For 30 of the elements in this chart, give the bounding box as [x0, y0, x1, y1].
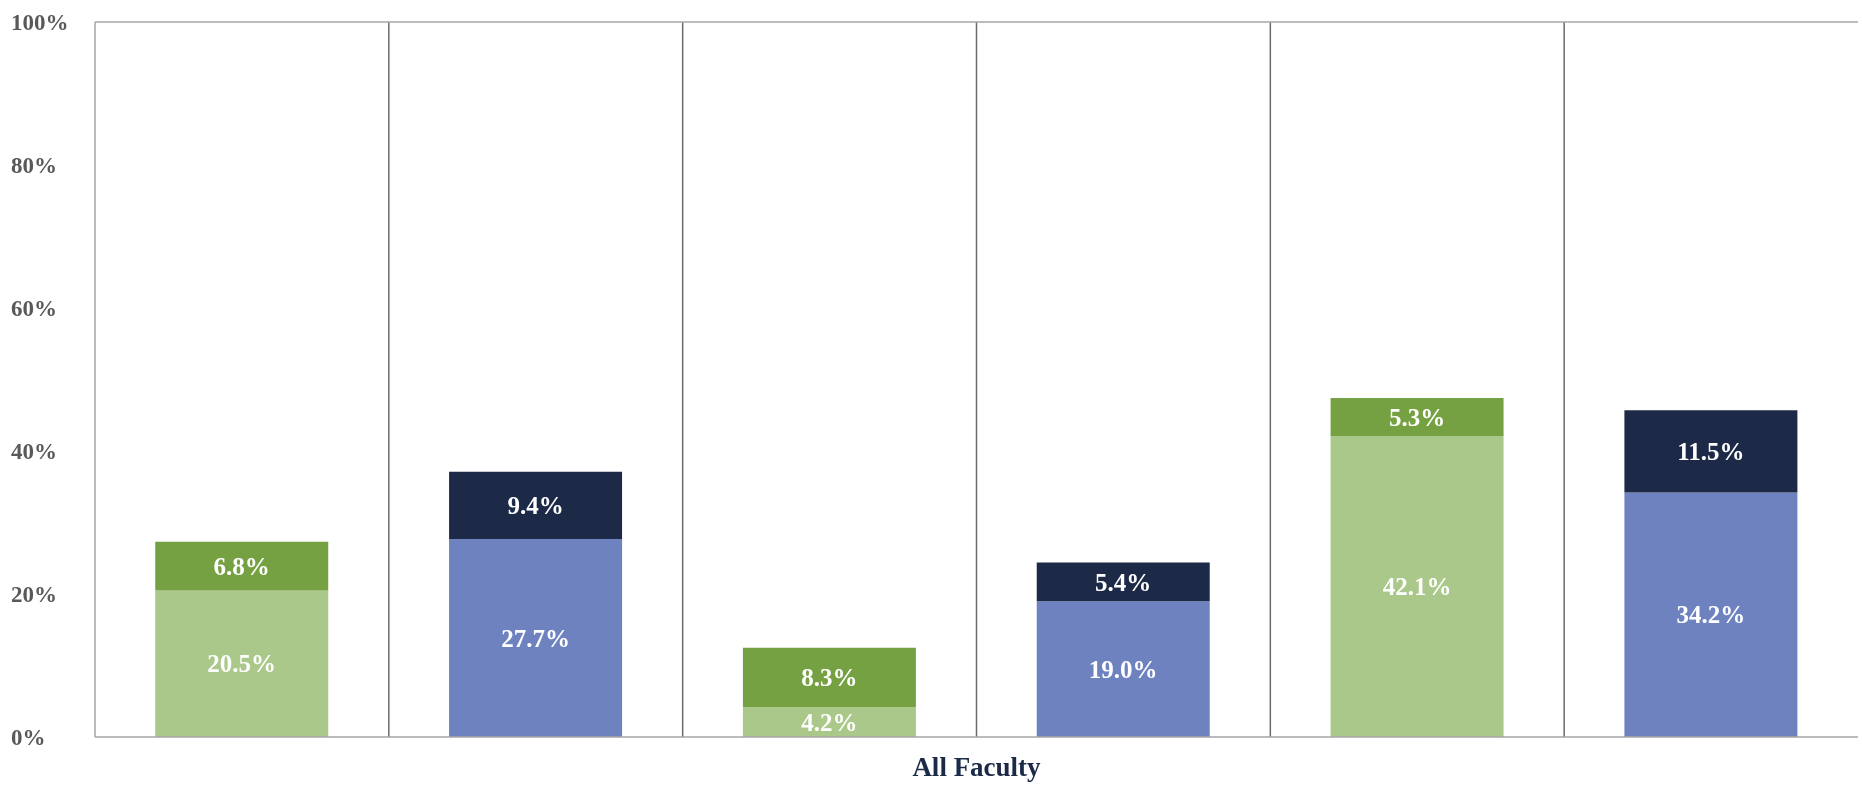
y-tick-label: 80%	[11, 153, 57, 179]
data-label: 27.7%	[501, 624, 570, 652]
y-tick-label: 60%	[11, 296, 57, 322]
data-label: 6.8%	[213, 552, 270, 580]
bar	[449, 538, 623, 737]
y-tick-label: 20%	[11, 582, 57, 608]
data-label: 20.5%	[207, 650, 277, 678]
bar	[1330, 398, 1504, 436]
data-label: 11.5%	[1677, 438, 1745, 466]
data-label: 19.0%	[1088, 655, 1158, 683]
bar	[1330, 435, 1504, 737]
bar	[1036, 601, 1210, 737]
data-label: 4.2%	[801, 708, 858, 736]
data-label: 5.4%	[1095, 568, 1152, 596]
data-label: 42.1%	[1382, 573, 1452, 601]
data-label: 5.3%	[1388, 403, 1446, 431]
x-axis-title: All Faculty	[912, 752, 1042, 782]
data-label: 9.4%	[507, 492, 564, 520]
y-tick-label: 40%	[11, 439, 57, 465]
y-tick-label: 100%	[11, 10, 69, 36]
bar	[1624, 410, 1798, 493]
bar	[1036, 562, 1210, 602]
bar	[155, 590, 329, 737]
data-label: 34.2%	[1676, 601, 1746, 629]
bar	[155, 541, 329, 591]
y-tick-label: 0%	[11, 725, 46, 751]
bar	[742, 647, 916, 707]
bar	[1624, 492, 1798, 737]
bar	[449, 471, 623, 539]
data-label: 8.3%	[801, 664, 858, 692]
